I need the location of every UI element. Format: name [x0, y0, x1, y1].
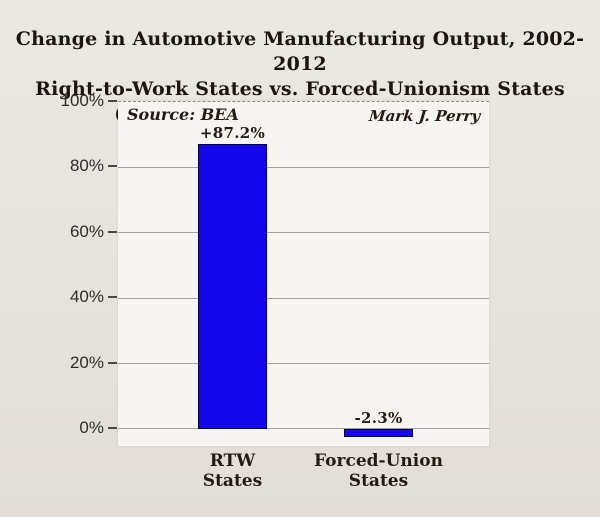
y-tick-label: 20%: [69, 352, 104, 372]
y-tick-mark: [108, 296, 117, 299]
bar-value-label: -2.3%: [354, 408, 403, 427]
y-tick-label: 100%: [60, 91, 104, 110]
y-tick-label: 60%: [69, 221, 104, 241]
chart-title-line1: Change in Automotive Manufacturing Outpu…: [15, 28, 585, 75]
y-axis: 100% 80% 60% 40% 20% 0%: [0, 91, 118, 445]
y-tick-label: 80%: [69, 156, 104, 176]
bar-rtw-states: [198, 143, 267, 429]
y-tick-mark: [108, 361, 117, 364]
x-axis-labels: RTW States Forced-Union States: [0, 451, 600, 497]
x-category-label-line: RTW: [209, 451, 256, 471]
y-tick-mark: [108, 165, 117, 168]
y-tick-label: 40%: [69, 287, 104, 307]
x-category-label: RTW States: [153, 451, 313, 491]
gridline-80: [118, 166, 489, 168]
y-tick-mark: [108, 230, 117, 233]
chart-title-line2: Right-to-Work States vs. Forced-Unionism…: [35, 78, 565, 100]
gridline-40: [118, 297, 489, 299]
gridline-20: [118, 363, 489, 365]
gridline-0: [118, 428, 489, 430]
x-category-label-line: States: [202, 471, 263, 491]
plot-area: Source: BEA Mark J. Perry +87.2% -2.3%: [118, 101, 489, 446]
source-note: Source: BEA: [127, 105, 239, 124]
author-watermark: Mark J. Perry: [367, 107, 481, 125]
y-tick-label: 0%: [79, 417, 104, 437]
bar-forced-union-states: [344, 428, 413, 437]
bar-value-label: +87.2%: [199, 123, 266, 142]
y-tick-mark: [108, 100, 117, 102]
gridline-60: [118, 232, 489, 234]
x-category-label: Forced-Union States: [299, 451, 459, 491]
y-tick-mark: [108, 426, 117, 429]
x-category-label-line: States: [348, 471, 409, 491]
x-category-label-line: Forced-Union: [314, 451, 443, 471]
